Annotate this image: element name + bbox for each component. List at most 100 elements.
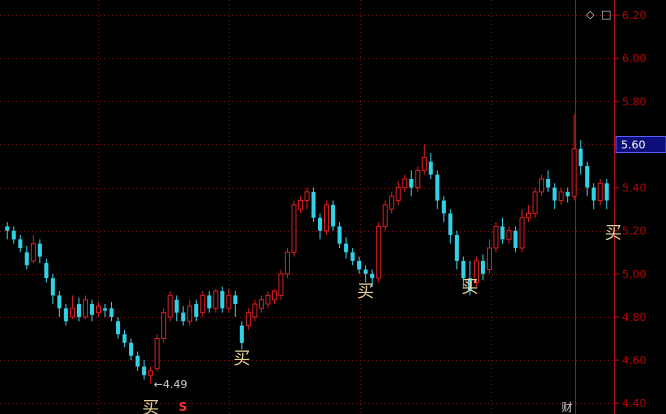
y-tick-label: 5.20 xyxy=(622,225,647,238)
candle-body xyxy=(24,252,29,266)
candle-body xyxy=(30,243,36,262)
candle-body xyxy=(591,187,596,201)
candle-body xyxy=(297,200,304,210)
candle-body xyxy=(409,178,414,188)
candle-body xyxy=(291,204,297,253)
candle-body xyxy=(200,294,206,314)
candle-body xyxy=(167,294,173,318)
candle-body xyxy=(102,308,108,311)
candle-body xyxy=(278,273,284,296)
candle-body xyxy=(324,204,330,232)
candle-body xyxy=(344,243,349,253)
candle-body xyxy=(18,239,23,248)
candle-body xyxy=(122,334,127,343)
candle-body xyxy=(552,187,557,201)
candle-body xyxy=(558,191,564,202)
candle-body xyxy=(565,191,570,197)
close-icon[interactable]: □ xyxy=(601,8,612,21)
y-tick-label: 4.40 xyxy=(622,397,647,410)
candle-body xyxy=(95,305,102,314)
y-tick-label: 6.20 xyxy=(622,9,647,22)
candle-body xyxy=(135,355,140,367)
gridlines xyxy=(0,0,614,414)
low-price-label: ←4.49 xyxy=(154,378,188,391)
candle-body xyxy=(271,290,277,301)
candle-body xyxy=(350,252,355,261)
candle-body xyxy=(181,312,186,322)
candle-body xyxy=(546,178,551,188)
y-tick-label: 6.00 xyxy=(622,52,647,65)
candle-body xyxy=(207,295,212,309)
candle-body xyxy=(37,243,42,257)
candle-body xyxy=(526,212,532,219)
candle-body xyxy=(376,225,382,279)
candle-body xyxy=(258,299,264,309)
candle-body xyxy=(357,260,362,270)
candle-body xyxy=(194,304,199,317)
candle-body xyxy=(11,230,16,240)
candle-body xyxy=(233,295,238,305)
candle-body xyxy=(467,278,472,292)
buy-signal-label: 买 xyxy=(233,349,250,369)
candle-body xyxy=(213,290,219,309)
candle-body xyxy=(486,247,492,271)
candle-body xyxy=(519,217,525,249)
candle-body xyxy=(187,305,193,322)
buy-signal-label: 买 xyxy=(357,282,374,302)
candle-body xyxy=(63,308,68,322)
candle-body xyxy=(5,226,10,231)
candle-body xyxy=(500,226,505,240)
candle-body xyxy=(69,307,75,318)
candle-body xyxy=(89,304,94,315)
price-axis: 6.20 6.00 5.80 5.60 5.40 5.20 5.00 4.80 4.60 4.40… xyxy=(614,0,666,414)
candle-body xyxy=(239,325,244,343)
buy-signal-label: 买 xyxy=(461,278,478,298)
candle-body xyxy=(513,230,518,248)
candle-body xyxy=(50,278,55,296)
buy-signal-label: 买 xyxy=(605,224,622,244)
candle-body xyxy=(454,235,459,261)
current-price-box xyxy=(615,135,666,153)
candle-body xyxy=(506,230,512,240)
candle-body xyxy=(82,299,88,318)
candle-body xyxy=(480,260,485,274)
candle-body xyxy=(493,225,499,249)
candle-body xyxy=(252,303,258,318)
candle-body xyxy=(226,294,232,309)
candle-body xyxy=(428,161,433,175)
candle-body xyxy=(473,260,479,283)
candle-body xyxy=(604,183,609,201)
candle-body xyxy=(245,312,251,327)
diamond-icon[interactable]: ◇ xyxy=(586,8,595,21)
candle-body xyxy=(331,204,336,227)
candle-body xyxy=(363,269,368,274)
candle-body xyxy=(532,191,538,214)
candle-body xyxy=(154,338,160,370)
candle-body xyxy=(142,366,147,376)
split-marker: S xyxy=(179,400,188,414)
candle-body xyxy=(435,174,440,201)
candle-body xyxy=(129,342,134,356)
candle-body xyxy=(148,370,154,376)
candle-body xyxy=(578,148,583,167)
candle-body xyxy=(441,200,446,214)
candle-body xyxy=(318,217,323,231)
y-tick-label: 5.00 xyxy=(622,268,647,281)
candle-body xyxy=(448,213,453,236)
candle-body xyxy=(116,321,121,335)
candle-body xyxy=(571,148,577,197)
candle-body xyxy=(389,195,395,210)
candle-body xyxy=(585,166,590,188)
candle-body xyxy=(304,191,310,202)
candle-body xyxy=(284,251,290,275)
candle-body xyxy=(311,191,316,218)
candle-body xyxy=(174,299,179,313)
candle-body xyxy=(395,187,401,202)
candle-body xyxy=(382,204,388,227)
y-tick-label: 4.60 xyxy=(622,354,647,367)
candle-body xyxy=(370,273,375,279)
candle-body xyxy=(402,178,408,189)
candle-body xyxy=(109,308,114,317)
candle-body xyxy=(421,156,427,171)
